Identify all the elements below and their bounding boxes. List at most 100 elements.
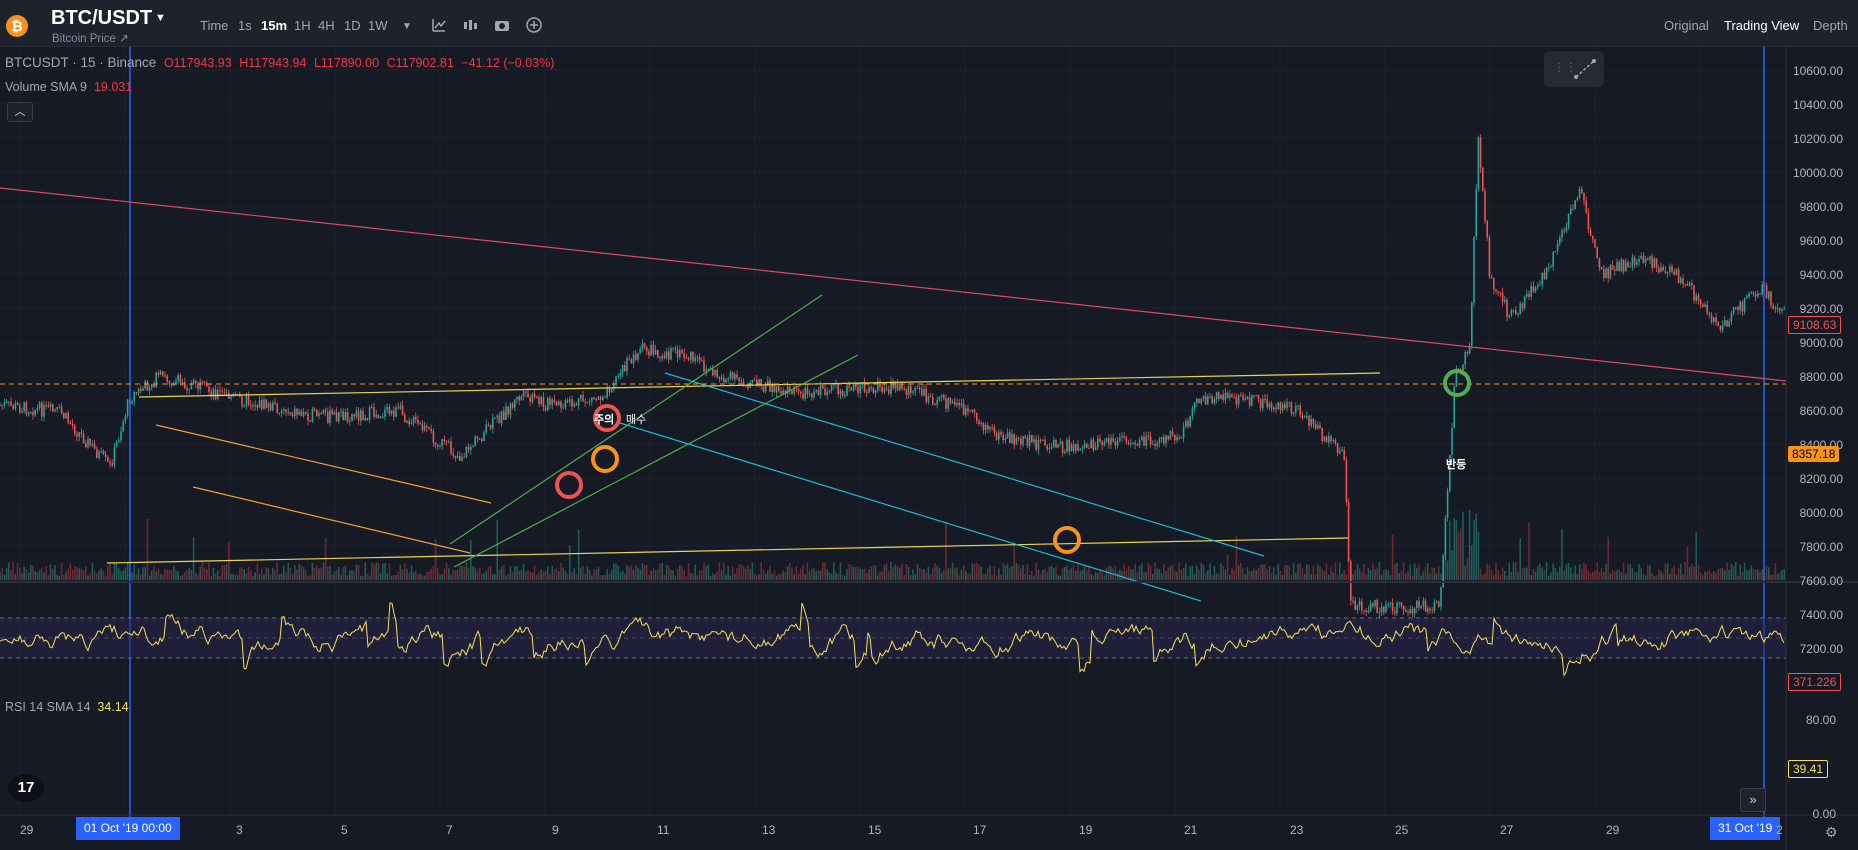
trend-drawings: [0, 47, 1858, 850]
time-axis-label: 19: [1079, 823, 1093, 837]
gear-icon[interactable]: ⚙: [1825, 824, 1838, 840]
price-axis-label: 8800.00: [1799, 370, 1843, 384]
grid: [0, 47, 1786, 815]
rsi-legend-name[interactable]: RSI 14 SMA 14: [5, 700, 91, 714]
change-value: −41.12 (−0.03%): [461, 56, 555, 70]
tradingview-logo[interactable]: 17: [8, 774, 44, 802]
price-axis-label: 7200.00: [1799, 642, 1843, 656]
marker-label-1: 주의: [594, 414, 615, 426]
price-axis-label: 10000.00: [1792, 166, 1843, 180]
high-value: H117943.94: [239, 56, 307, 70]
time-axis-label: 3: [236, 823, 243, 837]
green-channel-top: [449, 294, 823, 545]
red-trendline: [0, 187, 1787, 382]
time-axis-label: 29: [20, 823, 34, 837]
price-axis-label: 7600.00: [1799, 574, 1843, 588]
price-line-tag: 8357.18: [1788, 446, 1840, 462]
price-axis-label: 7400.00: [1799, 608, 1843, 622]
price-axis-label: 8200.00: [1799, 472, 1843, 486]
time-axis-label: 11: [657, 823, 670, 837]
time-axis-label: 5: [341, 823, 348, 837]
price-axis-label: 10400.00: [1792, 98, 1843, 112]
price-axis-label: 9800.00: [1799, 200, 1843, 214]
time-axis-label: 15: [868, 823, 882, 837]
trendline-tool-icon[interactable]: [1574, 59, 1596, 79]
tf-4h[interactable]: 4H: [318, 18, 335, 33]
drawing-tool-panel[interactable]: ⋮⋮: [1544, 51, 1604, 87]
tf-1s[interactable]: 1s: [238, 18, 252, 33]
view-original-tab[interactable]: Original: [1664, 18, 1709, 33]
chevron-down-icon[interactable]: ▼: [155, 12, 166, 24]
rsi-axis-bottom: 0.00: [1812, 807, 1836, 821]
price-axis-label: 8600.00: [1799, 404, 1843, 418]
cyan-channel-top: [664, 372, 1265, 557]
time-axis-label: 29: [1606, 823, 1620, 837]
drag-handle-icon[interactable]: ⋮⋮: [1553, 60, 1577, 74]
current-price-tag: 9108.63: [1788, 316, 1842, 334]
time-axis-label: 27: [1500, 823, 1514, 837]
candle-type-icon[interactable]: [462, 17, 478, 33]
orange-signal-marker[interactable]: [591, 445, 619, 473]
volume-legend-value: 19.031: [93, 80, 133, 94]
volume-tag: 371.226: [1788, 673, 1842, 691]
red-signal-marker[interactable]: [593, 404, 621, 432]
price-axis-label: 10200.00: [1792, 132, 1843, 146]
volume-legend: Volume SMA 9 19.031: [5, 80, 132, 94]
end-time-tail: 2: [1776, 823, 1783, 837]
collapse-legend-button[interactable]: ︿: [7, 102, 33, 122]
price-axis-label: 10600.00: [1792, 64, 1843, 78]
tf-time[interactable]: Time: [200, 18, 229, 33]
marker-label-2: 매수: [626, 414, 647, 426]
timeframe-dropdown-icon[interactable]: ▼: [402, 21, 412, 32]
price-candles: [0, 133, 1785, 618]
bitcoin-icon: ₿: [6, 15, 28, 37]
low-value: L117890.00: [313, 56, 380, 70]
green-channel-bottom: [453, 354, 859, 568]
cyan-channel-bottom: [619, 422, 1202, 602]
end-time-highlight: 31 Oct '19: [1710, 817, 1781, 840]
view-tradingview-tab[interactable]: Trading View: [1724, 18, 1800, 33]
price-axis-label: 9600.00: [1799, 234, 1843, 248]
time-axis-label: 17: [973, 823, 987, 837]
red-signal-marker[interactable]: [555, 471, 583, 499]
price-axis-label: 9200.00: [1799, 302, 1843, 316]
time-axis-label: 23: [1290, 823, 1304, 837]
open-value: O117943.93: [163, 56, 232, 70]
tf-15m[interactable]: 15m: [261, 18, 288, 33]
time-axis-label: 9: [552, 823, 559, 837]
price-axis-label: 8000.00: [1799, 506, 1843, 520]
symbol-label[interactable]: BTCUSDT · 15 · Binance: [5, 55, 157, 70]
volume-legend-name[interactable]: Volume SMA 9: [5, 80, 87, 94]
tf-1d[interactable]: 1D: [344, 18, 361, 33]
price-axis-label: 9000.00: [1799, 336, 1843, 350]
volume-bars: [0, 509, 1785, 580]
price-axis-label: 7800.00: [1799, 540, 1843, 554]
pair-title[interactable]: BTC/USDT: [51, 7, 153, 29]
view-depth-tab[interactable]: Depth: [1813, 18, 1848, 33]
time-axis-label: 13: [762, 823, 776, 837]
pair-subtitle[interactable]: Bitcoin Price ↗: [52, 33, 129, 45]
green-signal-marker[interactable]: [1443, 369, 1471, 397]
orange-signal-marker[interactable]: [1053, 526, 1081, 554]
indicator-icon[interactable]: [431, 17, 447, 33]
start-time-highlight: 01 Oct '19 00:00: [76, 817, 180, 840]
chart-canvas[interactable]: [0, 47, 1858, 850]
tf-1h[interactable]: 1H: [294, 18, 311, 33]
marker-label-3: 반등: [1446, 459, 1467, 471]
rsi-line: [0, 602, 1785, 677]
rsi-legend: RSI 14 SMA 14 34.14: [5, 700, 129, 714]
time-axis-label: 21: [1184, 823, 1198, 837]
top-bar: ₿ BTC/USDT ▼ Bitcoin Price ↗ Time 1s 15m…: [0, 0, 1858, 47]
rsi-axis-top: 80.00: [1805, 713, 1836, 727]
close-value: C117902.81: [386, 56, 454, 70]
add-icon[interactable]: [526, 17, 542, 33]
tf-1w[interactable]: 1W: [368, 18, 388, 33]
yellow-lower-line: [106, 537, 1349, 564]
scroll-to-latest-button[interactable]: »: [1740, 788, 1766, 812]
price-axis-label: 9400.00: [1799, 268, 1843, 282]
time-axis-label: 25: [1395, 823, 1409, 837]
orange-channel-bottom: [192, 486, 471, 554]
orange-channel-top: [155, 424, 492, 504]
camera-icon[interactable]: [494, 17, 510, 33]
signal-markers: [555, 369, 1471, 554]
